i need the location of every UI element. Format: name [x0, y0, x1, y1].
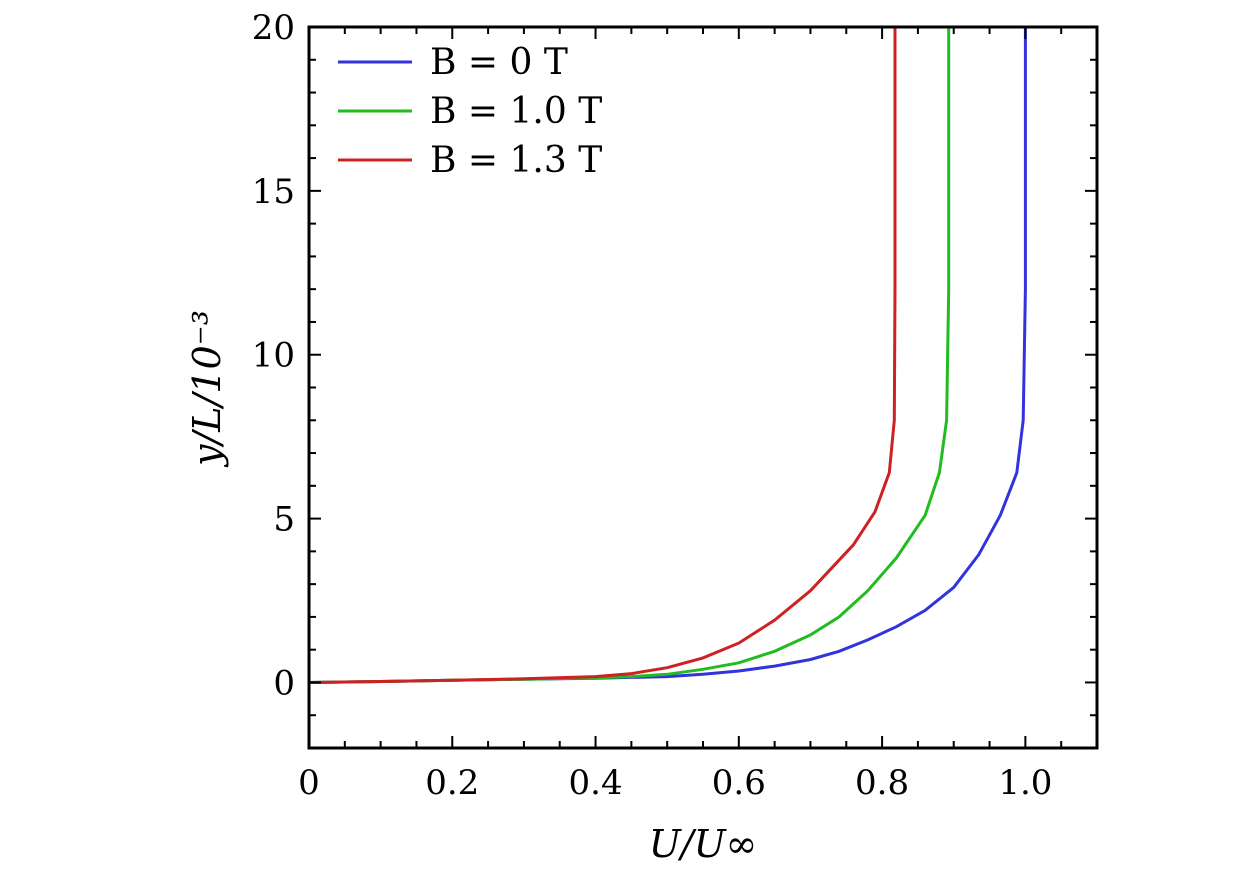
legend-label-2: B = 1.3 T — [430, 140, 602, 181]
x-tick-label: 0.8 — [855, 763, 909, 803]
x-tick-label: 0.4 — [569, 763, 623, 803]
x-tick-label: 0.2 — [425, 763, 479, 803]
y-tick-label: 20 — [252, 8, 295, 48]
legend-label-1: B = 1.0 T — [430, 91, 602, 132]
series-line-0 — [308, 27, 1027, 684]
x-tick-label: 0.6 — [712, 763, 766, 803]
series-line-1 — [308, 27, 951, 684]
series-line-2 — [308, 27, 897, 684]
plot-frame — [307, 25, 1099, 750]
x-tick-label: 0 — [298, 763, 320, 803]
legend: B = 0 T B = 1.0 T B = 1.3 T — [338, 42, 602, 181]
y-tick-label: 10 — [252, 336, 295, 376]
y-tick-label: 5 — [273, 500, 295, 540]
x-axis-label: U/U∞ — [649, 822, 758, 866]
tick-labels: 0 0.2 0.4 0.6 0.8 1.0 0 5 10 15 20 — [252, 8, 1053, 803]
x-tick-label: 1.0 — [998, 763, 1052, 803]
series-curves — [308, 27, 1027, 684]
y-tick-label: 15 — [252, 172, 295, 212]
legend-label-0: B = 0 T — [430, 42, 568, 83]
y-axis-label: y/L/10⁻³ — [185, 310, 229, 468]
y-tick-label: 0 — [273, 663, 295, 703]
axis-ticks — [308, 26, 1098, 749]
